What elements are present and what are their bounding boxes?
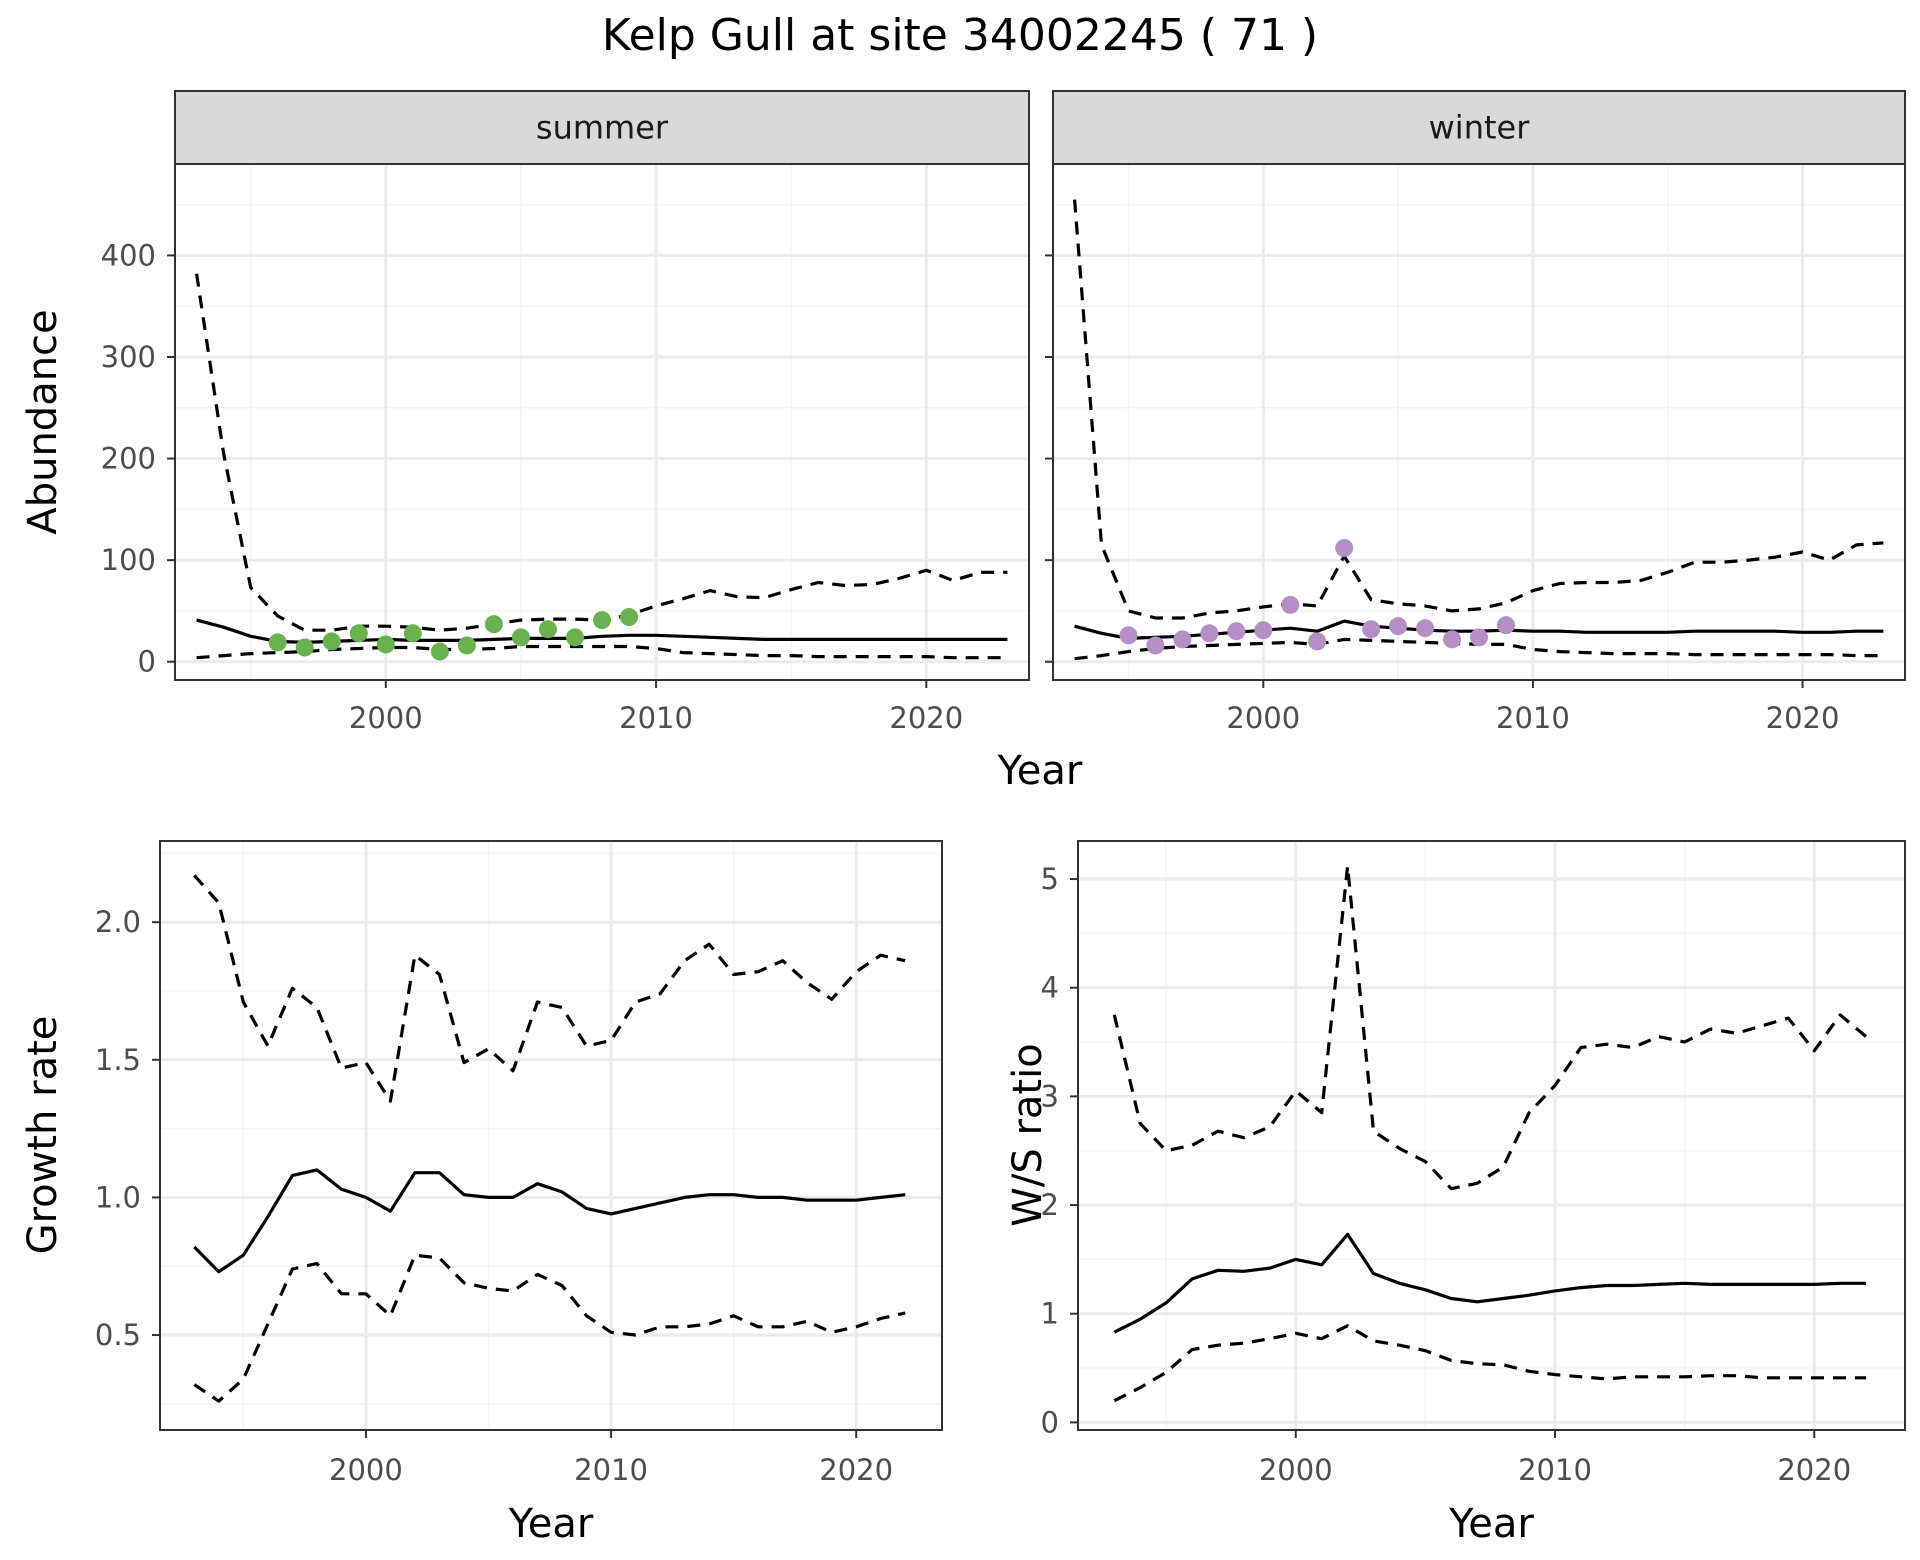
x-axis-title: Year	[1448, 1501, 1534, 1547]
x-tick-label: 2000	[329, 1453, 403, 1487]
data-point	[1308, 632, 1327, 651]
data-point	[538, 620, 557, 639]
y-tick-label: 3	[1041, 1079, 1059, 1113]
series-line-upper	[193, 874, 906, 1103]
panel-border	[1077, 840, 1906, 1431]
data-point	[295, 638, 314, 657]
panel-background	[1078, 841, 1905, 1430]
y-tick-label: 0	[1041, 1405, 1059, 1439]
y-tick-label: 0	[138, 645, 156, 679]
data-point	[484, 615, 503, 634]
facet-strip	[1052, 90, 1906, 165]
data-point	[1389, 617, 1408, 636]
facet-label: winter	[1429, 109, 1531, 147]
data-point	[1496, 616, 1515, 635]
data-point	[1119, 626, 1138, 645]
data-point	[322, 632, 341, 651]
data-point	[620, 608, 639, 627]
x-tick-label: 2000	[349, 701, 423, 735]
panel-summer: summer 2000 2010 2020 0 100 200 300 400 Abundance	[20, 90, 1030, 735]
y-tick-label: 1.0	[95, 1180, 141, 1214]
data-point	[268, 633, 287, 652]
data-point	[1335, 538, 1354, 557]
data-point	[1227, 622, 1246, 641]
series-line-upper	[1073, 199, 1884, 620]
y-tick-label: 2.0	[95, 905, 141, 939]
y-tick-label: 1	[1041, 1297, 1059, 1331]
facet-label: summer	[536, 109, 669, 147]
data-point	[1200, 624, 1219, 643]
x-tick-label: 2020	[1766, 701, 1840, 735]
x-tick-label: 2000	[1226, 701, 1300, 735]
data-point	[403, 624, 422, 643]
panel-border	[159, 840, 943, 1431]
data-point	[1281, 595, 1300, 614]
x-tick-label: 2020	[819, 1453, 893, 1487]
panels: summer 2000 2010 2020 0 100 200 300 400 Abundance…	[20, 90, 1906, 1547]
series-line-mean	[193, 1168, 906, 1274]
data-point	[1470, 628, 1488, 647]
y-tick-label: 400	[101, 238, 156, 272]
data-point	[349, 624, 368, 643]
x-tick-label: 2020	[889, 701, 963, 735]
data-point	[1416, 619, 1435, 638]
series-line-lower	[1113, 1324, 1867, 1403]
panel-winter: winter 2000 2010 2020	[1045, 90, 1906, 735]
y-tick-label: 1.5	[95, 1043, 141, 1077]
data-point	[430, 642, 449, 661]
data-point	[1362, 620, 1381, 639]
y-axis-title: Abundance	[20, 309, 66, 534]
y-tick-label: 4	[1041, 971, 1059, 1005]
y-tick-label: 100	[101, 543, 156, 577]
y-tick-label: 2	[1041, 1188, 1059, 1222]
x-tick-label: 2010	[1518, 1453, 1592, 1487]
data-point	[1443, 630, 1462, 649]
data-point	[1173, 630, 1192, 649]
top-row-xlabel: Year	[997, 748, 1083, 794]
x-tick-label: 2020	[1777, 1453, 1851, 1487]
x-tick-label: 2010	[574, 1453, 648, 1487]
panel-growth: 2000 2010 2020 0.5 1.0 1.5 2.0 Growth rate Year	[20, 840, 943, 1547]
data-point	[376, 635, 395, 654]
x-axis-title: Year	[508, 1501, 594, 1547]
y-axis-title: Growth rate	[20, 1016, 66, 1255]
x-tick-label: 2010	[1496, 701, 1570, 735]
x-tick-label: 2010	[619, 701, 693, 735]
figure-title: Kelp Gull at site 34002245 ( 71 )	[602, 10, 1318, 61]
data-point	[565, 628, 584, 647]
data-point	[457, 636, 476, 655]
panel-background	[175, 164, 1029, 680]
y-axis-title: W/S ratio	[1005, 1043, 1051, 1226]
panel-ws_ratio: 2000 2010 2020 0 1 2 3 4 5 W/S ratio Year	[1005, 840, 1906, 1547]
series-line-mean	[1113, 1232, 1867, 1334]
series-line-upper	[1112, 864, 1868, 1191]
series-line-lower	[193, 1253, 906, 1403]
facet-strip	[174, 90, 1030, 165]
panel-background	[160, 841, 942, 1430]
panel-background	[1053, 164, 1905, 680]
data-point	[1254, 621, 1273, 640]
y-tick-label: 300	[101, 340, 156, 374]
data-point	[1146, 636, 1165, 655]
y-tick-label: 200	[101, 442, 156, 476]
y-tick-label: 0.5	[95, 1318, 141, 1352]
y-tick-label: 5	[1041, 862, 1059, 896]
data-point	[511, 628, 530, 647]
x-tick-label: 2000	[1259, 1453, 1333, 1487]
data-point	[593, 611, 611, 630]
